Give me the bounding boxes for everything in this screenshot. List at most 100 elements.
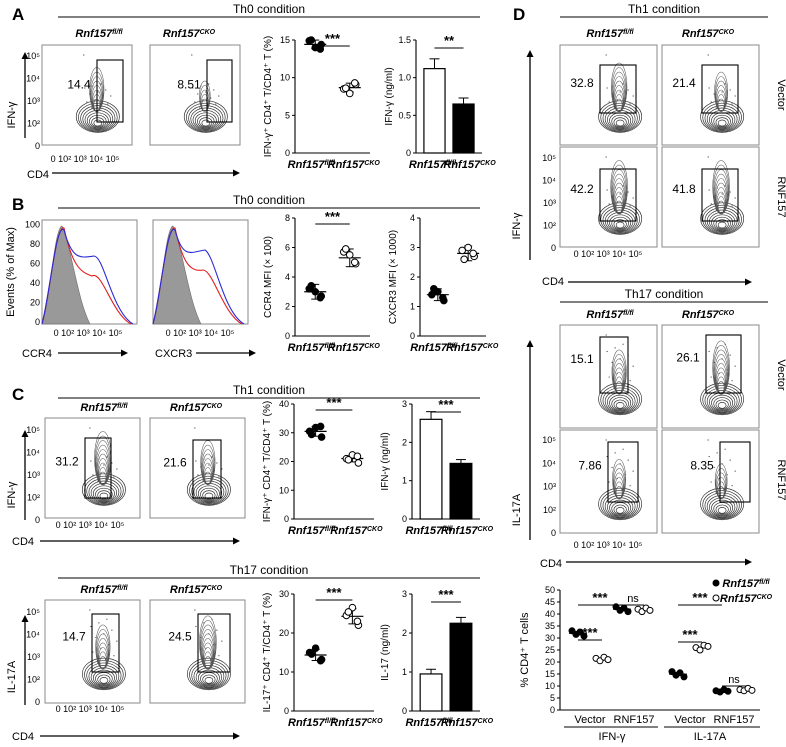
a-barplot-ylabel: IFN-γ (ng/ml) [384,67,395,125]
d-th17-xlabel: CD4 [540,558,562,570]
d-th1-rnf-flox-dot-13 [622,185,624,187]
c-th17-contour-cko-gate [197,613,231,673]
c-th17-dotplot-yticklabel-0: 0 [284,706,289,716]
d-th17-rnf-flox-upper-6 [612,459,627,500]
b-xticks-cxcr3: 0 10² 10³ 10⁴ 10⁵ [166,328,235,338]
c-th1-barplot-sig: *** [438,397,454,412]
a-dotplot-xlabel-cko-base: Rnf157 [328,159,366,171]
c-th17-barplot-yticklabel-3: 3 [402,589,407,599]
a-contour-cko-gate [206,59,233,123]
d-th17-header-flox-base: Rnf157 [586,309,624,321]
d-summary-sig-1: *** [592,590,608,605]
b-xarrow-ccr4-head [121,349,128,357]
d-th1-header-cko-sup: CKO [719,29,735,36]
a-dotplot-yticklabel-2: 10 [280,73,290,83]
b-hist-ytick-3: 60 [30,259,40,269]
d-th17-vector-cko-contour-6 [704,387,740,414]
d-th1-rnf-cko-gate [701,168,739,222]
d-legend-label-flox-sup: fl/fl [759,579,771,586]
c-th1-contour-flox-dot-11 [90,460,92,462]
a-barplot-bar-0 [423,68,446,154]
d-th1-vector-cko-dot-12 [716,85,718,87]
d-th1-rnf-cko-dot-1 [715,209,717,211]
b-dotplot-ccr4-point-1-2 [345,251,354,259]
d-th1-rnf-cko-dot-9 [721,193,723,195]
c-th17-barplot-yticklabel-1: 1 [402,667,407,677]
a-contour-flox-contour-3 [86,112,109,129]
d-th17-rnf-flox-dot-3 [629,485,631,487]
a-dotplot-xlabel-cko: Rnf157CKO [328,159,381,171]
c-th1-contour-cko-contour-4 [195,483,223,503]
c-th1-header-cko: Rnf157CKO [170,402,223,414]
d-th1-rnf-cko-dot-13 [724,185,726,187]
panel-label-d: D [513,5,525,24]
a-dotplot-xlabel-flox-base: Rnf157 [288,159,326,171]
a-barplot-yticklabel-3: 1.5 [398,35,411,45]
d-th17-vector-cko-dot-8 [713,361,715,364]
c-th1-dotplot-xlabel-cko: Rnf157CKO [330,525,383,537]
d-th17-rnf-cko-dot-5 [718,477,720,479]
d-th17-vector-flox-contour-7 [600,385,640,415]
d-th1-header-flox-sup: fl/fl [623,29,635,36]
d-th17-vector-cko-gate [705,334,742,394]
a-barplot-yticklabel-2: 1.0 [398,73,411,83]
d-th1-rnf-flox-gate [599,168,637,222]
c-th1-contour-cko-dot-13 [211,456,213,458]
d-summary-point-0-0-2 [576,628,584,636]
d-th1-vector-flox-dot-2 [621,105,623,107]
b-dotplot-ccr4-point-1-3 [341,245,350,253]
c-th1-contour-cko-dot-5 [205,472,207,474]
c-th1-dotplot-yticklabel-1: 10 [279,485,289,495]
c-th1-barplot-xlabel-flox-base: Rnf157 [405,525,443,537]
a-contour-flox-dot-11 [84,87,86,89]
a-yticks-0: 0 [35,141,40,151]
c-th1-contour-cko-dot-11 [195,460,197,462]
a-contour-cko-contour-2 [197,114,215,128]
b-dotplot-cxcr3-yticklabel-3: 3 [410,243,415,253]
c-th17-contour-flox-contour-1 [97,674,111,685]
c-th1-contour-cko-upper-5 [201,449,215,485]
d-th17-vector-cko-dot-6 [726,369,728,371]
d-th17-rnf-flox-dot-0 [605,439,607,441]
d-summary-sig-5: ns [728,674,740,686]
d-th1-xarrow-head [745,278,752,286]
d-summary-point-0-3-3 [724,687,732,695]
c-th17-dotplot-yticklabel-2: 20 [279,628,289,638]
d-th17-vector-flox-contour-5 [604,389,636,413]
d-legend-label-flox-base: Rnf157 [722,578,760,590]
c-th1-contour-flox-dot-5 [100,472,102,474]
d-summary-xcat-0: Vector [574,714,606,726]
c-th1-dotplot-sig: *** [326,395,342,410]
c-th17-contour-cko-contour-8 [186,657,231,691]
b-hist-ccr4 [41,219,138,325]
c-th1-barplot-yticklabel-2: 2 [402,437,407,447]
d-th1-rnf-cko-dot-2 [723,207,725,209]
b-dotplot-cxcr3-ylabel: CXCR3 MFI (× 1000) [388,230,399,324]
c-th1-yarrow-head [21,430,29,437]
c-th17-contour-flox-contour-5 [88,664,120,688]
c-th17-contour-flox-dot-10 [111,629,113,631]
c-th17-header-flox-sup: fl/fl [117,585,129,592]
c-th1-contour-cko-contour-8 [186,473,231,506]
c-th1-dotplot-point-0-3 [307,430,316,439]
c-th1-contour-flox-contour-3 [92,485,115,502]
d-summary-point-1-1-3 [646,606,654,614]
c-th17-contour-cko-dot-11 [195,625,197,628]
d-summary-sig-3: *** [682,627,698,642]
c-th1-dotplot-xlabel-flox-sup: fl/fl [325,526,337,533]
d-th17-vector-cko-contour-1 [715,399,729,410]
d-summary-yticklabel-10: 50 [545,585,555,595]
c-th1-contour-flox-dot-9 [103,464,105,466]
b-dotplot-cxcr3-yticklabel-4: 4 [410,213,415,223]
d-th1-rnf-flox: 42.2 [559,146,658,248]
c-th1-contour-cko-dot-3 [218,476,220,478]
a-contour-flox-dot-4 [86,101,88,103]
c-th17-dotplot-sig: *** [326,585,342,600]
c-th1-contour-flox-dot-12 [98,458,100,460]
c-th1-yticks-4: 10⁵ [26,425,40,435]
c-th1-dotplot-xlabel-cko-base: Rnf157 [330,525,368,537]
c-th17-contour-flox-contour-7 [84,660,124,690]
d-th1-rnf-flox-contour-4 [606,212,634,232]
d-th17-vector-flox-gate [599,336,629,394]
c-th1-contour-cko-dot-7 [221,468,223,470]
